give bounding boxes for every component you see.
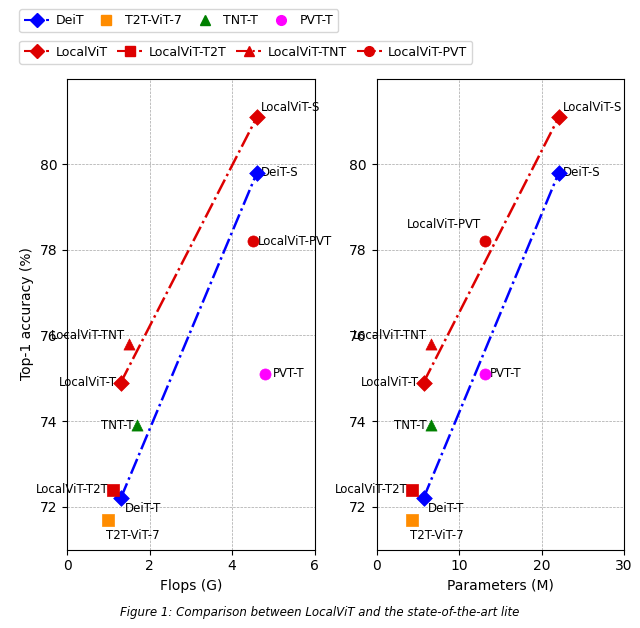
- Point: [116, 377, 126, 387]
- Text: TNT-T: TNT-T: [394, 419, 427, 432]
- Point: [426, 420, 436, 430]
- Point: [116, 493, 126, 503]
- Text: LocalViT-TNT: LocalViT-TNT: [51, 329, 125, 342]
- Point: [103, 514, 113, 524]
- Point: [480, 236, 490, 246]
- Point: [252, 168, 262, 178]
- Point: [260, 369, 270, 379]
- Text: DeiT-S: DeiT-S: [261, 166, 299, 179]
- Point: [554, 168, 564, 178]
- X-axis label: Flops (G): Flops (G): [160, 579, 222, 593]
- Point: [480, 369, 490, 379]
- Point: [407, 485, 417, 495]
- Text: LocalViT-T: LocalViT-T: [59, 376, 116, 389]
- Text: LocalViT-S: LocalViT-S: [563, 100, 622, 114]
- Point: [108, 485, 118, 495]
- Text: T2T-ViT-7: T2T-ViT-7: [106, 529, 160, 542]
- Text: T2T-ViT-7: T2T-ViT-7: [410, 529, 464, 542]
- Point: [419, 377, 429, 387]
- Point: [554, 112, 564, 122]
- Text: LocalViT-PVT: LocalViT-PVT: [407, 217, 481, 230]
- Text: LocalViT-TNT: LocalViT-TNT: [353, 329, 427, 342]
- Text: LocalViT-PVT: LocalViT-PVT: [258, 235, 332, 247]
- Legend: DeiT, T2T-ViT-7, TNT-T, PVT-T: DeiT, T2T-ViT-7, TNT-T, PVT-T: [19, 9, 338, 33]
- Text: PVT-T: PVT-T: [273, 367, 304, 381]
- X-axis label: Parameters (M): Parameters (M): [447, 579, 554, 593]
- Text: DeiT-T: DeiT-T: [428, 502, 464, 516]
- Point: [419, 493, 429, 503]
- Text: DeiT-T: DeiT-T: [125, 502, 161, 516]
- Point: [252, 112, 262, 122]
- Text: DeiT-S: DeiT-S: [563, 166, 600, 179]
- Text: LocalViT-T2T: LocalViT-T2T: [335, 483, 408, 496]
- Text: LocalViT-S: LocalViT-S: [261, 100, 321, 114]
- Point: [132, 420, 143, 430]
- Point: [124, 339, 134, 349]
- Point: [426, 339, 436, 349]
- Point: [407, 514, 417, 524]
- Point: [248, 236, 258, 246]
- Y-axis label: Top-1 accuracy (%): Top-1 accuracy (%): [20, 247, 35, 381]
- Legend: LocalViT, LocalViT-T2T, LocalViT-TNT, LocalViT-PVT: LocalViT, LocalViT-T2T, LocalViT-TNT, Lo…: [19, 41, 472, 64]
- Text: LocalViT-T2T: LocalViT-T2T: [36, 483, 108, 496]
- Text: TNT-T: TNT-T: [100, 419, 133, 432]
- Text: PVT-T: PVT-T: [490, 367, 522, 381]
- Text: LocalViT-T: LocalViT-T: [362, 376, 419, 389]
- Text: Figure 1: Comparison between LocalViT and the state-of-the-art lite: Figure 1: Comparison between LocalViT an…: [120, 605, 520, 619]
